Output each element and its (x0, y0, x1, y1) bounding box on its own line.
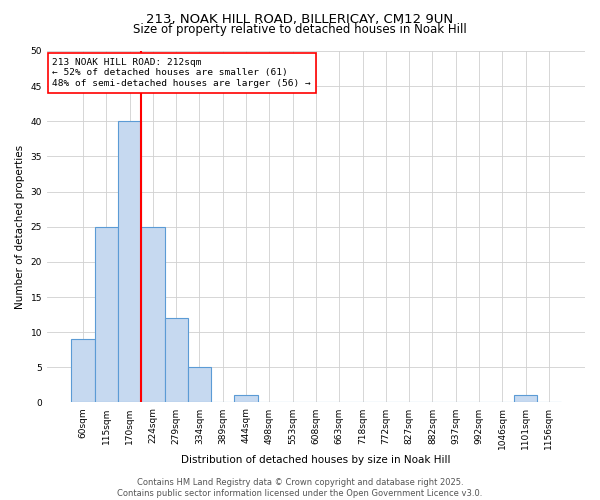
Bar (514, 396, 537, 402)
Text: 213, NOAK HILL ROAD, BILLERICAY, CM12 9UN: 213, NOAK HILL ROAD, BILLERICAY, CM12 9U… (146, 12, 454, 26)
Text: 213 NOAK HILL ROAD: 212sqm
← 52% of detached houses are smaller (61)
48% of semi: 213 NOAK HILL ROAD: 212sqm ← 52% of deta… (52, 58, 311, 88)
Bar (164, 318, 188, 402)
Text: Size of property relative to detached houses in Noak Hill: Size of property relative to detached ho… (133, 22, 467, 36)
Text: Contains HM Land Registry data © Crown copyright and database right 2025.
Contai: Contains HM Land Registry data © Crown c… (118, 478, 482, 498)
Bar (141, 226, 164, 402)
X-axis label: Distribution of detached houses by size in Noak Hill: Distribution of detached houses by size … (181, 455, 451, 465)
Bar (235, 396, 258, 402)
Bar (188, 368, 211, 402)
Bar (95, 226, 118, 402)
Y-axis label: Number of detached properties: Number of detached properties (15, 144, 25, 309)
Bar (118, 122, 141, 402)
Bar (71, 339, 95, 402)
